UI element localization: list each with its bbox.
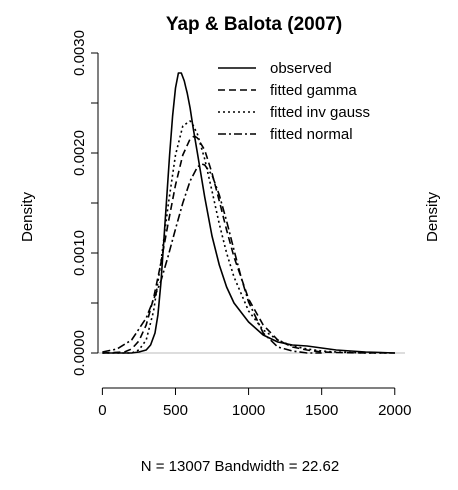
- x-tick-label: 2000: [378, 402, 411, 419]
- plot-area: 0.0000 0.0010 0.0020 0.0030 0 500 1000 1500 2000: [71, 30, 411, 419]
- chart-title: Yap & Balota (2007): [166, 14, 342, 35]
- x-tick-label: 1000: [232, 402, 265, 419]
- y-tick-label: 0.0020: [71, 130, 88, 176]
- legend-entry: fitted gamma: [270, 82, 357, 99]
- y-axis-label: Density: [19, 191, 36, 242]
- y-tick-label: 0.0030: [71, 30, 88, 76]
- legend-entry: fitted normal: [270, 126, 353, 143]
- x-tick-label: 500: [163, 402, 188, 419]
- series-line-fitted-inv-gauss: [102, 121, 394, 353]
- y-tick-label: 0.0010: [71, 230, 88, 276]
- x-tick-label: 0: [98, 402, 106, 419]
- legend-entry: observed: [270, 60, 332, 77]
- y-axis: 0.0000 0.0010 0.0020 0.0030: [71, 30, 98, 376]
- x-axis: 0 500 1000 1500 2000: [98, 388, 411, 419]
- y-axis-label-right: Density: [424, 191, 441, 242]
- series-line-fitted-gamma: [102, 136, 394, 353]
- legend-entry: fitted inv gauss: [270, 104, 370, 121]
- legend: observed fitted gamma fitted inv gauss fitt…: [218, 60, 370, 143]
- y-tick-label: 0.0000: [71, 330, 88, 376]
- x-axis-label: N = 13007 Bandwidth = 22.62: [141, 458, 340, 475]
- x-tick-label: 1500: [305, 402, 338, 419]
